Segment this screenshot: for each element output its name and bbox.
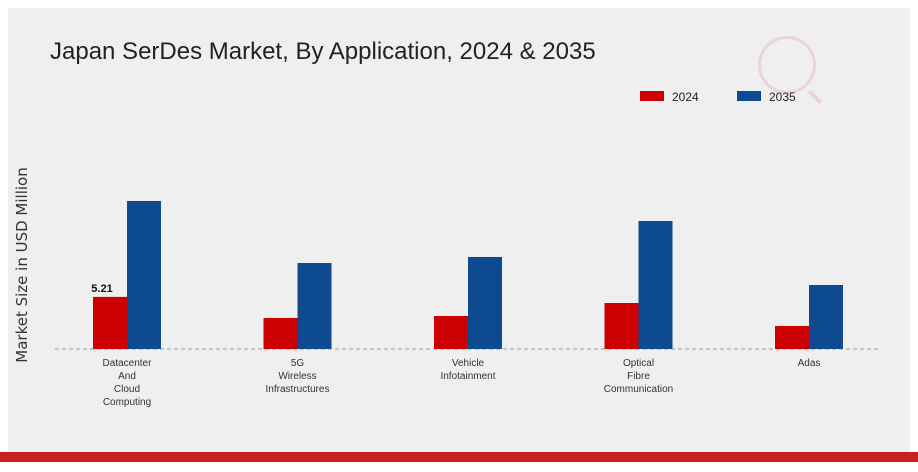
x-tick-label-1: 5G Wireless Infrastructures bbox=[266, 358, 330, 395]
x-tick-label-2: Vehicle Infotainment bbox=[440, 358, 495, 382]
chart-title: Japan SerDes Market, By Application, 202… bbox=[50, 38, 596, 65]
x-tick-label-3: Optical Fibre Communication bbox=[604, 358, 673, 395]
bar-2035-2 bbox=[468, 257, 502, 349]
footer-accent-bar bbox=[0, 452, 918, 462]
bar-2024-4 bbox=[775, 326, 809, 349]
bar-2024-3 bbox=[604, 303, 639, 349]
bar-2024-1 bbox=[263, 318, 298, 349]
bar-2035-3 bbox=[638, 221, 673, 349]
bar-2035-1 bbox=[297, 263, 332, 349]
data-label-0-0: 5.21 bbox=[91, 283, 112, 295]
bar-2035-0 bbox=[127, 201, 161, 349]
x-tick-label-0: Datacenter And Cloud Computing bbox=[103, 358, 153, 408]
legend-swatch-2035 bbox=[737, 91, 761, 101]
bar-2024-2 bbox=[434, 316, 468, 349]
logo-watermark-icon bbox=[758, 36, 816, 94]
bar-2024-0 bbox=[93, 296, 127, 349]
legend-swatch-2024 bbox=[640, 91, 664, 101]
x-tick-label-4: Adas bbox=[798, 358, 821, 369]
legend-label-2035: 2035 bbox=[769, 90, 796, 104]
bar-2035-4 bbox=[809, 285, 843, 349]
legend-label-2024: 2024 bbox=[672, 90, 699, 104]
